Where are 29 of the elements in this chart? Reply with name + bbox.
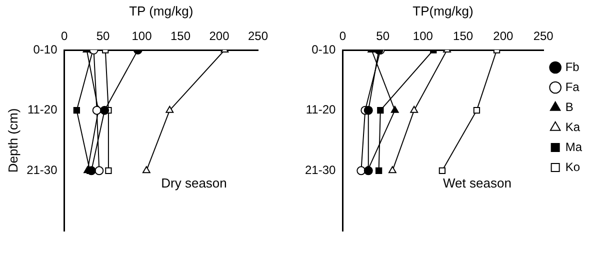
legend-label: Ko bbox=[565, 160, 580, 174]
x-tick-label: 100 bbox=[412, 29, 434, 44]
x-tick-label: 200 bbox=[209, 29, 230, 44]
y-tick-label: 21-30 bbox=[304, 162, 336, 177]
x-tick-label: 250 bbox=[248, 29, 268, 44]
annotation: Dry season bbox=[161, 176, 227, 191]
y-tick-label: 21-30 bbox=[26, 162, 58, 177]
y-tick-label: 0-10 bbox=[312, 42, 336, 56]
x-tick-label: 100 bbox=[132, 29, 152, 44]
y-axis-title: Depth (cm) bbox=[5, 108, 20, 173]
y-tick-label: 11-20 bbox=[27, 102, 58, 117]
y-tick-label: 11-20 bbox=[306, 102, 336, 117]
x-axis-title: TP(mg/kg) bbox=[412, 3, 474, 18]
legend-label: Fb bbox=[565, 60, 580, 74]
x-tick-label: 50 bbox=[376, 29, 390, 44]
x-tick-label: 0 bbox=[60, 29, 68, 44]
x-tick-label: 0 bbox=[339, 29, 346, 44]
x-tick-label: 150 bbox=[170, 29, 191, 44]
y-tick-label: 0-10 bbox=[33, 42, 58, 56]
x-tick-label: 50 bbox=[96, 29, 110, 44]
x-axis-title: TP (mg/kg) bbox=[129, 3, 194, 18]
legend-label: Fa bbox=[565, 80, 580, 94]
legend-label: B bbox=[565, 100, 574, 114]
x-tick-label: 200 bbox=[493, 29, 514, 44]
legend-label: Ka bbox=[565, 120, 580, 134]
legend-label: Ma bbox=[565, 140, 582, 154]
x-tick-label: 150 bbox=[453, 29, 474, 44]
x-tick-label: 250 bbox=[533, 29, 554, 44]
annotation: Wet season bbox=[443, 176, 512, 191]
